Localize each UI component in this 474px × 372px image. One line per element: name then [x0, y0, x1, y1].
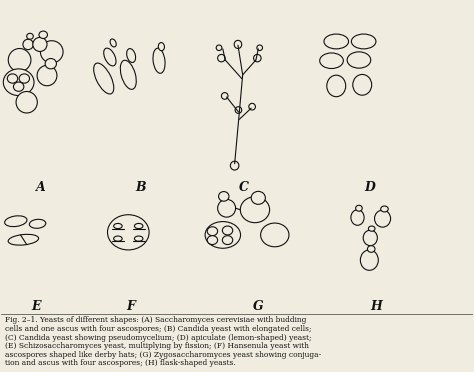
Ellipse shape — [40, 41, 63, 63]
Ellipse shape — [114, 236, 122, 241]
Ellipse shape — [114, 224, 122, 229]
Ellipse shape — [374, 210, 391, 227]
Ellipse shape — [221, 93, 228, 99]
Ellipse shape — [363, 230, 377, 246]
Ellipse shape — [353, 74, 372, 95]
Ellipse shape — [324, 34, 348, 49]
Ellipse shape — [254, 54, 261, 62]
Ellipse shape — [351, 210, 364, 225]
Ellipse shape — [135, 224, 143, 229]
Ellipse shape — [3, 69, 34, 96]
Text: H: H — [371, 300, 383, 313]
Ellipse shape — [222, 235, 233, 244]
Ellipse shape — [110, 39, 116, 47]
Ellipse shape — [37, 65, 57, 86]
Text: F: F — [126, 300, 135, 313]
Ellipse shape — [249, 103, 255, 110]
Text: (C) Candida yeast showing pseudomycelium; (D) apiculate (lemon-shaped) yeast;: (C) Candida yeast showing pseudomycelium… — [5, 334, 312, 341]
Text: (E) Schizosaccharomyces yeast, multiplying by fission; (F) Hansenula yeast with: (E) Schizosaccharomyces yeast, multiplyi… — [5, 342, 310, 350]
Ellipse shape — [235, 107, 242, 113]
Ellipse shape — [207, 227, 218, 235]
Ellipse shape — [240, 197, 270, 223]
Ellipse shape — [234, 40, 242, 48]
Ellipse shape — [8, 48, 31, 71]
Ellipse shape — [5, 216, 27, 227]
Ellipse shape — [153, 48, 165, 73]
Ellipse shape — [108, 215, 149, 250]
Ellipse shape — [127, 49, 136, 62]
Ellipse shape — [351, 34, 376, 49]
Ellipse shape — [319, 53, 343, 68]
Text: Fig. 2–1. Yeasts of different shapes: (A) Saccharomyces cerevisiae with budding: Fig. 2–1. Yeasts of different shapes: (A… — [5, 317, 307, 324]
Ellipse shape — [261, 223, 289, 247]
Ellipse shape — [368, 226, 375, 231]
Ellipse shape — [327, 75, 346, 97]
Ellipse shape — [13, 82, 24, 91]
Ellipse shape — [33, 37, 47, 51]
Ellipse shape — [251, 191, 265, 204]
Ellipse shape — [29, 219, 46, 228]
Ellipse shape — [381, 206, 388, 212]
Ellipse shape — [23, 39, 33, 49]
Ellipse shape — [257, 45, 263, 51]
Ellipse shape — [347, 52, 371, 68]
Text: C: C — [239, 182, 249, 194]
Ellipse shape — [45, 58, 56, 69]
Ellipse shape — [7, 74, 18, 83]
Ellipse shape — [216, 45, 222, 51]
Text: B: B — [135, 182, 146, 194]
Ellipse shape — [230, 161, 239, 170]
Ellipse shape — [120, 60, 136, 89]
Ellipse shape — [360, 250, 378, 270]
Ellipse shape — [16, 92, 37, 113]
Ellipse shape — [367, 246, 375, 252]
Ellipse shape — [39, 31, 47, 38]
Ellipse shape — [205, 222, 240, 248]
Ellipse shape — [222, 226, 233, 235]
Ellipse shape — [19, 74, 29, 83]
Text: cells and one ascus with four ascospores; (B) Candida yeast with elongated cells: cells and one ascus with four ascospores… — [5, 325, 312, 333]
Ellipse shape — [158, 42, 164, 51]
Ellipse shape — [219, 192, 229, 201]
Text: D: D — [364, 182, 375, 194]
Ellipse shape — [218, 199, 236, 217]
Text: A: A — [36, 182, 46, 194]
Text: G: G — [253, 300, 264, 313]
Ellipse shape — [27, 33, 33, 39]
Ellipse shape — [94, 63, 114, 94]
Text: ascospores shaped like derby hats; (G) Zygosaccharomyces yeast showing conjuga-: ascospores shaped like derby hats; (G) Z… — [5, 350, 321, 359]
Text: E: E — [31, 300, 41, 313]
Ellipse shape — [135, 236, 143, 241]
Ellipse shape — [104, 48, 116, 66]
Ellipse shape — [8, 234, 38, 245]
Ellipse shape — [207, 235, 218, 244]
Ellipse shape — [356, 205, 362, 211]
Ellipse shape — [218, 54, 225, 62]
Text: tion and ascus with four ascospores; (H) flask-shaped yeasts.: tion and ascus with four ascospores; (H)… — [5, 359, 236, 367]
